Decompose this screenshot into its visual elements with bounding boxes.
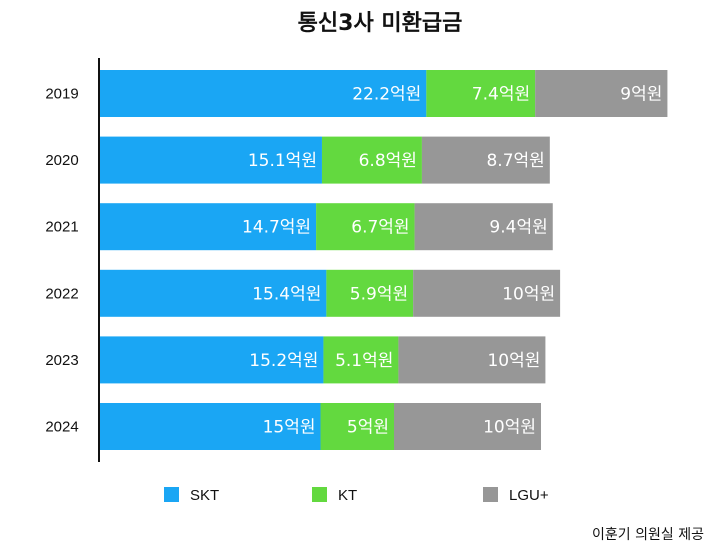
data-label-skt-2021: 14.7억원 (242, 218, 311, 238)
data-label-kt-2020: 6.8억원 (359, 151, 417, 171)
data-label-skt-2019: 22.2억원 (352, 85, 421, 105)
data-label-lgu-2021: 9.4억원 (489, 218, 547, 238)
data-label-skt-2020: 15.1억원 (248, 151, 317, 171)
data-label-kt-2022: 5.9억원 (350, 284, 408, 304)
category-label-2024: 2024 (45, 419, 78, 436)
bar-kt-2021 (316, 203, 415, 251)
category-label-2021: 2021 (45, 219, 78, 236)
bar-skt-2022 (100, 269, 327, 317)
bar-skt-2019 (100, 70, 427, 117)
data-label-lgu-2019: 9억원 (620, 85, 662, 105)
legend-swatch-lgu (483, 487, 498, 502)
bar-lgu-2019 (535, 70, 668, 117)
bar-lgu-2023 (398, 336, 546, 384)
bar-skt-2024 (100, 403, 321, 450)
data-label-kt-2023: 5.1억원 (335, 351, 393, 371)
legend-label-kt: KT (338, 487, 357, 504)
category-label-2020: 2020 (45, 152, 78, 169)
legend-label-lgu: LGU+ (509, 487, 549, 504)
legend-swatch-kt (312, 487, 327, 502)
category-label-2023: 2023 (45, 352, 78, 369)
data-label-lgu-2024: 10억원 (483, 418, 536, 438)
bar-kt-2019 (426, 70, 536, 117)
bar-kt-2023 (323, 336, 399, 384)
data-label-skt-2022: 15.4억원 (252, 284, 321, 304)
legend-label-skt: SKT (190, 487, 219, 504)
data-label-lgu-2023: 10억원 (487, 351, 540, 371)
bar-skt-2023 (100, 336, 324, 384)
data-label-kt-2021: 6.7억원 (351, 218, 409, 238)
bar-kt-2020 (321, 136, 422, 184)
category-label-2022: 2022 (45, 285, 78, 302)
bar-lgu-2020 (421, 136, 550, 184)
bar-skt-2021 (100, 203, 317, 251)
data-label-kt-2019: 7.4억원 (472, 85, 530, 105)
bar-kt-2022 (326, 269, 414, 317)
bar-lgu-2024 (394, 403, 541, 450)
category-label-2019: 2019 (45, 86, 78, 103)
data-label-lgu-2022: 10억원 (502, 284, 555, 304)
bar-skt-2020 (100, 136, 322, 184)
legend: SKT KT LGU+ (164, 487, 549, 504)
data-label-lgu-2020: 8.7억원 (486, 151, 544, 171)
bar-kt-2024 (320, 403, 394, 450)
legend-swatch-skt (164, 487, 179, 502)
bar-lgu-2022 (413, 269, 561, 317)
category-labels: 2019 2020 2021 2022 2023 2024 (45, 86, 78, 436)
chart-title: 통신3사 미환급금 (298, 11, 463, 36)
source-credit: 이훈기 의원실 제공 (592, 527, 704, 543)
data-label-skt-2023: 15.2억원 (249, 351, 318, 371)
data-label-skt-2024: 15억원 (263, 418, 316, 438)
bars-group: 22.2억원 7.4억원 9억원 15.1억원 6.8억원 8.7억원 14.7억원 6.7억… (100, 70, 668, 450)
bar-lgu-2021 (414, 203, 553, 251)
data-label-kt-2024: 5억원 (347, 418, 389, 438)
